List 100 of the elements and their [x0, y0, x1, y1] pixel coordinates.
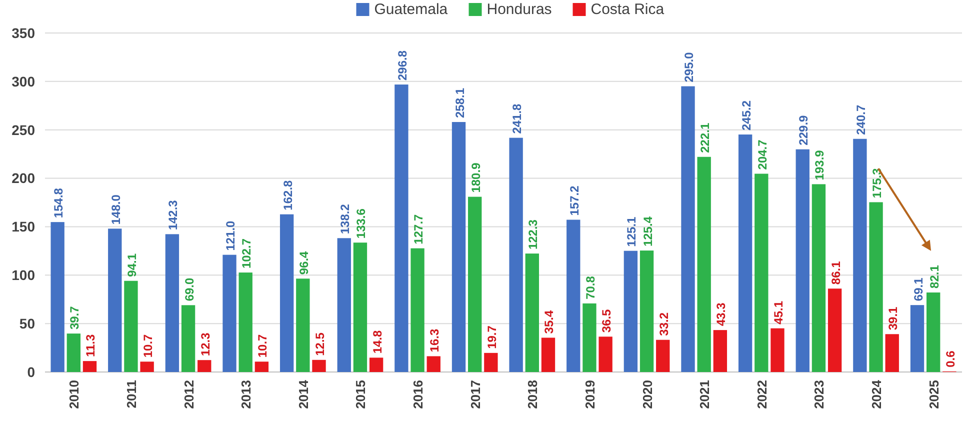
y-tick-label: 100: [12, 267, 36, 284]
bar: [697, 156, 711, 372]
legend-label: Guatemala: [374, 1, 448, 18]
data-label: 69.1: [911, 277, 926, 302]
x-tick-label: 2020: [640, 380, 655, 409]
data-label: 39.7: [68, 306, 82, 330]
data-label: 11.3: [84, 334, 98, 358]
bar: [713, 330, 728, 372]
y-tick-label: 0: [27, 364, 36, 380]
data-label: 16.3: [428, 328, 442, 352]
bar: [681, 86, 695, 372]
data-label: 36.5: [600, 308, 614, 333]
bar: [738, 134, 752, 372]
bar: [541, 338, 556, 372]
data-label: 14.8: [370, 330, 384, 354]
bar: [254, 362, 269, 372]
data-label: 10.7: [256, 334, 270, 358]
data-label: 204.7: [755, 139, 770, 170]
data-label: 125.4: [640, 216, 655, 247]
bar: [796, 149, 810, 372]
x-tick-label: 2023: [812, 380, 827, 409]
bar: [124, 280, 138, 372]
bar: [337, 238, 351, 372]
data-label: 12.5: [312, 332, 327, 356]
bar: [140, 362, 154, 372]
x-tick-label: 2012: [181, 380, 196, 409]
data-label: 43.3: [714, 302, 728, 326]
bar: [869, 202, 883, 372]
x-tick-label: 2017: [468, 380, 483, 409]
bar: [198, 360, 212, 372]
data-label: 45.1: [771, 300, 786, 324]
bar: [640, 250, 654, 372]
bar: [280, 214, 294, 372]
bar: [312, 360, 326, 372]
y-tick-label: 200: [12, 170, 36, 186]
legend-label: Honduras: [486, 1, 552, 18]
data-label: 86.1: [828, 260, 843, 285]
y-tick-label: 50: [19, 315, 36, 332]
bar: [394, 84, 408, 372]
data-label: 157.2: [567, 185, 582, 216]
bar: [238, 272, 252, 372]
data-label: 35.4: [542, 310, 556, 334]
bar: [754, 174, 768, 372]
data-label: 295.0: [682, 52, 696, 82]
y-tick-label: 350: [12, 24, 36, 41]
data-label: 12.3: [198, 332, 212, 356]
bar: [452, 122, 466, 372]
x-tick-label: 2013: [238, 380, 254, 409]
data-label: 241.8: [510, 103, 524, 134]
data-label: 142.3: [166, 200, 180, 230]
data-label: 296.8: [395, 50, 410, 81]
bar: [582, 303, 596, 372]
x-tick-label: 2025: [926, 380, 942, 409]
data-label: 148.0: [108, 194, 123, 225]
data-label: 125.1: [624, 216, 639, 247]
bar: [426, 356, 440, 372]
bar: [165, 234, 180, 372]
data-label: 121.0: [224, 220, 238, 251]
bar: [525, 254, 539, 372]
x-tick-label: 2011: [124, 380, 139, 408]
bar: [656, 340, 670, 372]
data-label: 245.2: [739, 100, 754, 131]
data-label: 70.8: [583, 276, 598, 300]
x-tick-label: 2022: [754, 380, 770, 409]
x-tick-label: 2016: [410, 380, 426, 409]
data-label: 240.7: [854, 104, 868, 135]
data-label: 10.7: [141, 334, 156, 358]
bar: [369, 358, 384, 372]
data-label: 19.7: [484, 325, 499, 349]
bar: [66, 334, 80, 372]
data-label: 96.4: [296, 250, 311, 275]
y-tick-label: 250: [12, 122, 36, 138]
bar: [468, 196, 482, 372]
legend-label: Costa Rica: [590, 1, 665, 18]
data-label: 229.9: [796, 114, 811, 146]
bar: [82, 361, 97, 372]
data-label: 180.9: [468, 162, 483, 193]
x-tick-label: 2024: [869, 379, 884, 409]
bar: [509, 138, 523, 372]
data-label: 94.1: [124, 253, 139, 277]
data-label: 193.9: [812, 150, 827, 180]
bar: [926, 292, 940, 372]
data-label: 138.2: [338, 204, 352, 234]
bar: [353, 242, 368, 372]
bar: [770, 328, 784, 372]
bar: [181, 305, 196, 372]
data-label: 122.3: [526, 219, 540, 250]
bar: [885, 334, 899, 372]
data-label: 127.7: [412, 214, 426, 244]
y-tick-label: 150: [12, 218, 36, 235]
bar: [484, 352, 498, 372]
data-label: 33.2: [656, 312, 671, 336]
bar: [828, 288, 842, 372]
bar: [410, 248, 424, 372]
data-label: 69.0: [182, 277, 196, 302]
bar: [566, 220, 580, 372]
data-label: 133.6: [354, 208, 368, 239]
bar: [296, 278, 310, 372]
y-tick-label: 300: [12, 73, 36, 90]
data-label: 102.7: [240, 238, 254, 269]
